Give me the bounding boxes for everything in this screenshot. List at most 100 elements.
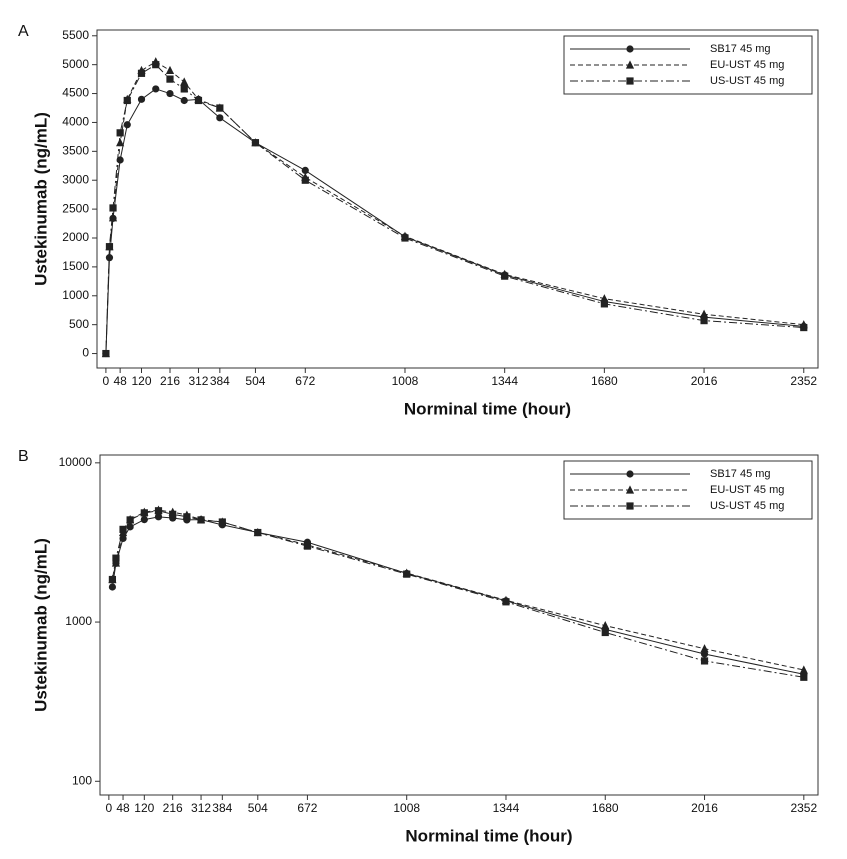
panel-label: A xyxy=(18,23,29,40)
marker xyxy=(116,129,124,137)
marker xyxy=(137,69,146,77)
marker xyxy=(109,204,117,212)
marker xyxy=(502,598,510,606)
y-tick-label: 1000 xyxy=(65,614,92,628)
y-tick-label: 500 xyxy=(69,317,89,331)
marker xyxy=(108,575,117,584)
y-tick-label: 1000 xyxy=(62,288,89,302)
y-tick-label: 2500 xyxy=(62,201,89,215)
x-tick-label: 1008 xyxy=(393,801,420,815)
x-tick-label: 48 xyxy=(116,801,130,815)
y-tick-label: 5500 xyxy=(62,28,89,42)
marker xyxy=(194,96,203,105)
marker xyxy=(699,309,709,318)
y-tick-label: 3000 xyxy=(62,172,89,186)
marker xyxy=(216,104,224,112)
marker xyxy=(601,628,609,637)
marker xyxy=(403,570,411,578)
marker xyxy=(501,272,509,280)
series-line xyxy=(111,516,804,675)
y-axis-title: Ustekinumab (ng/mL) xyxy=(31,538,50,712)
legend-label: EU-UST 45 mg xyxy=(710,59,784,71)
x-tick-label: 216 xyxy=(163,801,183,815)
marker xyxy=(183,513,191,521)
x-tick-label: 384 xyxy=(210,374,230,388)
x-tick-label: 120 xyxy=(134,801,154,815)
y-tick-label: 10000 xyxy=(59,455,93,469)
plot-frame xyxy=(96,29,819,369)
marker xyxy=(105,243,114,251)
marker xyxy=(626,77,634,85)
marker xyxy=(251,139,260,147)
marker xyxy=(301,166,309,174)
marker xyxy=(166,89,174,98)
legend-label: EU-UST 45 mg xyxy=(710,484,784,496)
marker xyxy=(154,513,163,521)
marker xyxy=(626,502,634,510)
marker xyxy=(218,518,226,526)
series-line xyxy=(105,88,804,354)
marker xyxy=(625,485,635,494)
y-axis-title: Ustekinumab (ng/mL) xyxy=(31,112,50,286)
marker xyxy=(108,583,117,591)
marker xyxy=(140,509,148,517)
marker xyxy=(303,542,312,550)
marker xyxy=(254,528,262,537)
marker xyxy=(800,673,808,681)
x-tick-label: 312 xyxy=(191,801,211,815)
marker xyxy=(112,554,120,562)
x-tick-label: 1680 xyxy=(591,374,618,388)
marker xyxy=(700,657,709,665)
y-tick-label: 0 xyxy=(82,346,89,360)
marker xyxy=(600,294,609,303)
x-tick-label: 504 xyxy=(248,801,268,815)
marker xyxy=(799,665,808,674)
x-tick-label: 216 xyxy=(160,374,180,388)
marker xyxy=(152,85,160,93)
series-line xyxy=(105,61,804,354)
marker xyxy=(111,558,121,567)
marker xyxy=(197,516,205,524)
marker xyxy=(154,507,163,515)
marker xyxy=(301,176,309,184)
y-tick-label: 4500 xyxy=(62,86,89,100)
marker xyxy=(626,470,634,478)
marker xyxy=(108,213,118,222)
y-tick-label: 1500 xyxy=(62,259,89,273)
marker xyxy=(700,644,709,653)
legend-label: US-UST 45 mg xyxy=(710,500,784,512)
x-tick-label: 2352 xyxy=(790,801,817,815)
x-tick-label: 0 xyxy=(103,374,110,388)
marker xyxy=(700,317,708,325)
y-tick-label: 3500 xyxy=(62,144,89,158)
marker xyxy=(123,96,131,105)
marker xyxy=(180,77,189,86)
marker xyxy=(166,75,174,83)
marker xyxy=(180,85,188,93)
marker xyxy=(601,621,610,630)
marker xyxy=(102,349,110,358)
marker xyxy=(137,95,146,103)
marker xyxy=(800,323,808,332)
marker xyxy=(119,525,127,533)
series-line xyxy=(111,510,804,678)
x-tick-label: 2016 xyxy=(691,374,718,388)
x-axis-title: Norminal time (hour) xyxy=(404,399,571,418)
marker xyxy=(180,96,188,105)
x-tick-label: 672 xyxy=(295,374,315,388)
x-tick-label: 48 xyxy=(113,374,127,388)
x-tick-label: 672 xyxy=(297,801,317,815)
x-tick-label: 504 xyxy=(245,374,265,388)
marker xyxy=(126,523,134,531)
x-tick-label: 1344 xyxy=(491,374,518,388)
marker xyxy=(216,114,224,122)
marker xyxy=(401,234,409,242)
marker xyxy=(123,121,131,129)
x-tick-label: 120 xyxy=(131,374,151,388)
marker xyxy=(165,65,175,75)
plot-frame xyxy=(99,454,819,796)
x-tick-label: 2352 xyxy=(790,374,817,388)
x-tick-label: 312 xyxy=(188,374,208,388)
marker xyxy=(600,300,608,308)
